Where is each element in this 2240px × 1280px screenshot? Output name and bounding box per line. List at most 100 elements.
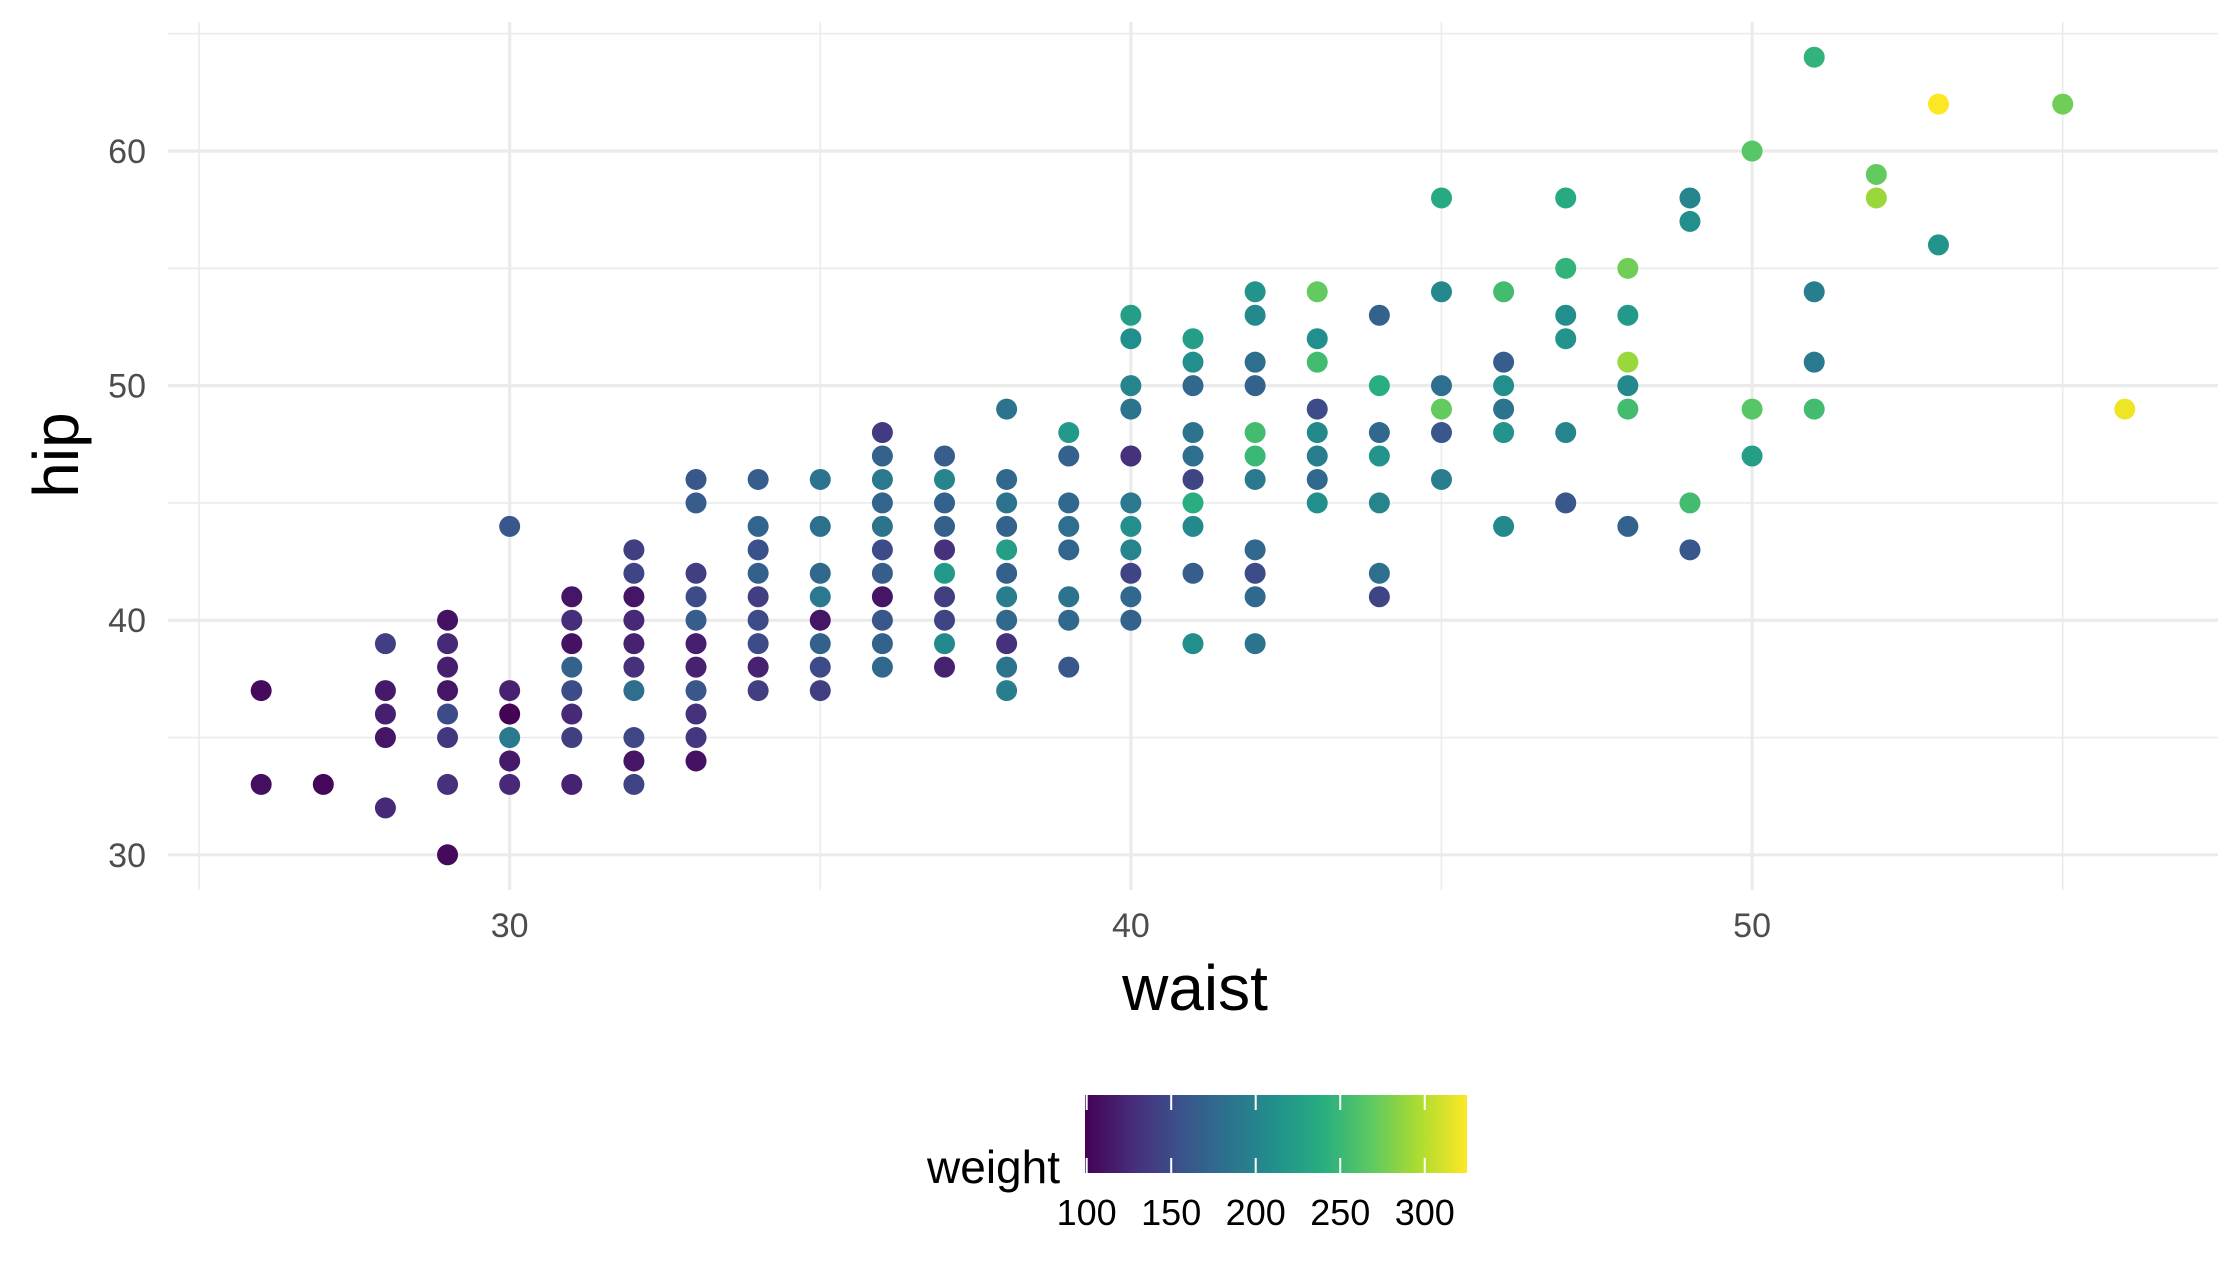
data-point <box>1244 539 1266 561</box>
data-point <box>561 633 583 655</box>
data-point <box>747 586 769 608</box>
data-point <box>1803 351 1825 373</box>
data-point <box>1368 562 1390 584</box>
legend-colorbar <box>1085 1095 1467 1173</box>
data-point <box>1493 281 1515 303</box>
data-point <box>1368 375 1390 397</box>
data-point <box>561 680 583 702</box>
data-point <box>437 609 459 631</box>
data-point <box>1617 398 1639 420</box>
data-point <box>1058 539 1080 561</box>
data-point <box>747 468 769 490</box>
data-point <box>934 656 956 678</box>
data-point <box>685 633 707 655</box>
data-point <box>1306 422 1328 444</box>
data-point <box>1182 375 1204 397</box>
data-point <box>871 633 893 655</box>
data-point <box>747 515 769 537</box>
data-point <box>809 586 831 608</box>
data-point <box>1120 304 1142 326</box>
data-point <box>1058 656 1080 678</box>
data-point <box>623 539 645 561</box>
data-point <box>437 680 459 702</box>
data-point <box>1555 257 1577 279</box>
data-point <box>996 609 1018 631</box>
data-point <box>1555 422 1577 444</box>
data-point <box>1120 515 1142 537</box>
data-point <box>1120 328 1142 350</box>
legend-tick-label: 150 <box>1141 1192 1201 1233</box>
data-point <box>561 609 583 631</box>
data-point <box>685 656 707 678</box>
data-point <box>623 656 645 678</box>
data-point <box>1244 304 1266 326</box>
data-point <box>1306 281 1328 303</box>
data-point <box>1493 398 1515 420</box>
data-point <box>1306 445 1328 467</box>
data-point <box>1058 492 1080 514</box>
data-point <box>1865 187 1887 209</box>
data-point <box>1803 398 1825 420</box>
data-point <box>437 656 459 678</box>
data-point <box>499 773 521 795</box>
data-point <box>623 562 645 584</box>
data-point <box>1803 281 1825 303</box>
data-point <box>1741 140 1763 162</box>
data-point <box>1058 515 1080 537</box>
data-point <box>437 773 459 795</box>
data-point <box>250 680 272 702</box>
data-point <box>1679 187 1701 209</box>
data-point <box>623 633 645 655</box>
data-point <box>1555 187 1577 209</box>
data-point <box>934 633 956 655</box>
data-point <box>1306 351 1328 373</box>
data-point <box>1617 257 1639 279</box>
data-point <box>809 680 831 702</box>
data-point <box>996 468 1018 490</box>
y-axis-ticks: 30 40 50 60 <box>108 133 146 875</box>
data-point <box>437 633 459 655</box>
y-tick-label: 60 <box>108 133 146 171</box>
data-point <box>747 539 769 561</box>
y-tick-label: 40 <box>108 602 146 640</box>
data-point <box>1617 304 1639 326</box>
data-point <box>871 422 893 444</box>
data-point <box>809 562 831 584</box>
data-point <box>1244 351 1266 373</box>
data-point <box>747 680 769 702</box>
data-point <box>996 539 1018 561</box>
legend-tick-label: 100 <box>1057 1192 1117 1233</box>
data-point <box>685 703 707 725</box>
data-point <box>2052 93 2074 115</box>
data-point <box>1430 375 1452 397</box>
data-point <box>871 515 893 537</box>
data-point <box>685 492 707 514</box>
data-point <box>1120 375 1142 397</box>
data-point <box>1244 468 1266 490</box>
data-point <box>437 844 459 866</box>
data-point <box>934 609 956 631</box>
data-point <box>996 680 1018 702</box>
data-point <box>1182 633 1204 655</box>
data-point <box>1182 328 1204 350</box>
data-point <box>1058 422 1080 444</box>
data-point <box>934 539 956 561</box>
data-point <box>809 656 831 678</box>
legend-ticks: 100 150 200 250 300 <box>1057 1095 1455 1233</box>
data-point <box>1058 586 1080 608</box>
data-point <box>1120 398 1142 420</box>
data-point <box>499 680 521 702</box>
y-tick-label: 50 <box>108 368 146 406</box>
data-point <box>685 468 707 490</box>
x-axis-ticks: 30 40 50 <box>491 907 1771 945</box>
data-point <box>1244 445 1266 467</box>
data-point <box>871 468 893 490</box>
data-point <box>1182 515 1204 537</box>
data-point <box>871 492 893 514</box>
data-point <box>996 586 1018 608</box>
data-point <box>685 750 707 772</box>
data-point <box>685 727 707 749</box>
data-point <box>685 562 707 584</box>
data-point <box>1306 468 1328 490</box>
